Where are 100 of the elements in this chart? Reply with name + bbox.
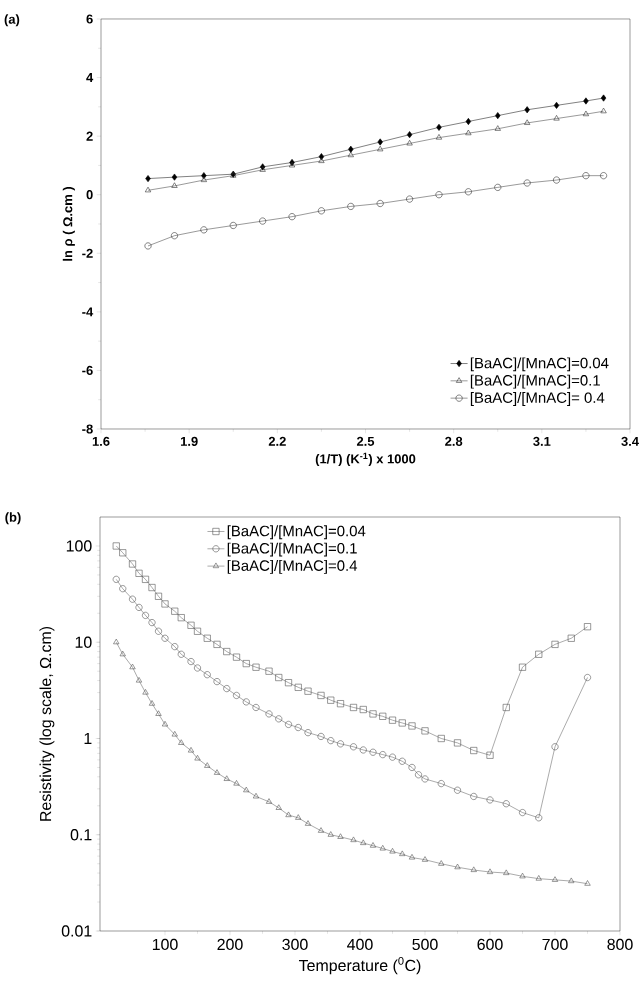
point — [406, 131, 413, 139]
x-axis-title: Temperature ($^{0}$C) — [298, 956, 421, 975]
x-tick-label: 700 — [542, 938, 568, 951]
point — [377, 138, 383, 146]
point — [155, 627, 162, 635]
point — [213, 769, 221, 775]
point — [523, 179, 531, 187]
point — [285, 720, 292, 728]
point — [360, 839, 367, 845]
point — [233, 653, 240, 661]
point — [551, 640, 559, 648]
point — [535, 814, 543, 822]
point — [243, 786, 250, 793]
point — [524, 106, 530, 114]
point — [144, 186, 152, 193]
point — [454, 863, 461, 870]
point — [177, 650, 185, 658]
point — [519, 663, 526, 671]
point — [502, 703, 510, 711]
point — [369, 748, 377, 756]
point — [113, 638, 120, 645]
point — [233, 780, 240, 786]
point — [567, 634, 575, 642]
point — [317, 827, 325, 833]
point — [524, 119, 531, 125]
point — [389, 848, 396, 854]
point — [465, 129, 472, 136]
point — [119, 549, 127, 557]
point — [317, 691, 325, 699]
point — [600, 172, 608, 180]
point — [379, 751, 387, 759]
point — [435, 134, 443, 140]
point — [155, 710, 162, 716]
point — [495, 112, 501, 120]
point — [135, 603, 143, 611]
y-tick-label: 6 — [86, 14, 93, 24]
point — [285, 811, 292, 817]
point — [369, 842, 377, 848]
point — [129, 663, 136, 670]
point — [379, 844, 386, 851]
point — [438, 860, 445, 866]
point — [265, 667, 273, 675]
chart-title: (a) — [4, 14, 20, 27]
point — [486, 751, 494, 759]
point — [187, 621, 195, 629]
x-axis-title: (1/T) (K$^{-1}$) x 1000 — [315, 452, 416, 467]
point — [252, 663, 260, 671]
y-tick-label: 2 — [86, 131, 93, 141]
point — [194, 627, 201, 635]
point — [582, 172, 590, 180]
point — [337, 740, 344, 748]
x-tick-label: 800 — [607, 938, 633, 951]
point — [161, 720, 169, 727]
point — [584, 623, 591, 631]
legend-label: [BaAC]/[MnAC]=0.4 — [227, 559, 358, 574]
point — [398, 757, 406, 765]
point — [408, 722, 416, 730]
point — [155, 592, 162, 600]
point — [144, 242, 152, 250]
legend-label: [BaAC]/[MnAC]=0.04 — [470, 357, 609, 372]
point — [454, 786, 461, 794]
point — [304, 820, 312, 826]
point — [223, 685, 231, 693]
point — [535, 650, 543, 658]
x-tick-label: 1.9 — [180, 436, 198, 446]
y-tick-label: -6 — [82, 365, 93, 375]
point — [142, 689, 149, 695]
point — [494, 183, 502, 191]
point — [399, 850, 406, 856]
point — [295, 814, 302, 820]
point — [583, 97, 589, 105]
point — [379, 712, 387, 720]
point — [421, 775, 429, 783]
x-tick-label: 3.1 — [533, 436, 551, 446]
point — [406, 139, 413, 146]
x-tick-label: 500 — [412, 938, 438, 951]
point — [304, 729, 312, 737]
y-tick-label: 0.1 — [70, 829, 92, 841]
x-tick-label: 300 — [282, 938, 308, 951]
point — [318, 157, 325, 163]
point — [435, 191, 443, 199]
point — [145, 175, 151, 183]
point — [161, 634, 169, 642]
point — [148, 619, 156, 627]
x-tick-label: 2.2 — [268, 436, 286, 446]
point — [129, 595, 136, 603]
point — [252, 792, 260, 799]
point — [119, 650, 126, 657]
x-tick-label: 600 — [477, 938, 503, 951]
point — [553, 176, 561, 184]
point — [142, 575, 149, 583]
point — [203, 671, 211, 679]
point — [142, 611, 149, 619]
point — [317, 732, 325, 740]
point — [377, 145, 384, 152]
y-tick-label: 4 — [86, 73, 94, 83]
point — [421, 856, 429, 862]
point — [161, 600, 169, 608]
point — [112, 542, 120, 550]
point — [454, 739, 461, 747]
